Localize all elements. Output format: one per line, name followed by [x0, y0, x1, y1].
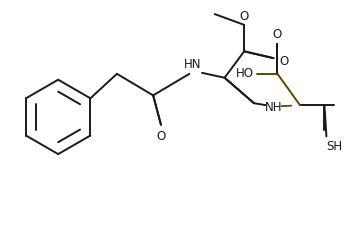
Text: HN: HN — [183, 58, 201, 71]
Text: SH: SH — [326, 140, 343, 153]
Text: O: O — [156, 130, 166, 143]
Text: O: O — [280, 55, 289, 68]
Text: HO: HO — [236, 67, 254, 80]
Text: O: O — [239, 10, 249, 22]
Text: NH: NH — [265, 101, 282, 114]
Text: O: O — [273, 28, 282, 41]
